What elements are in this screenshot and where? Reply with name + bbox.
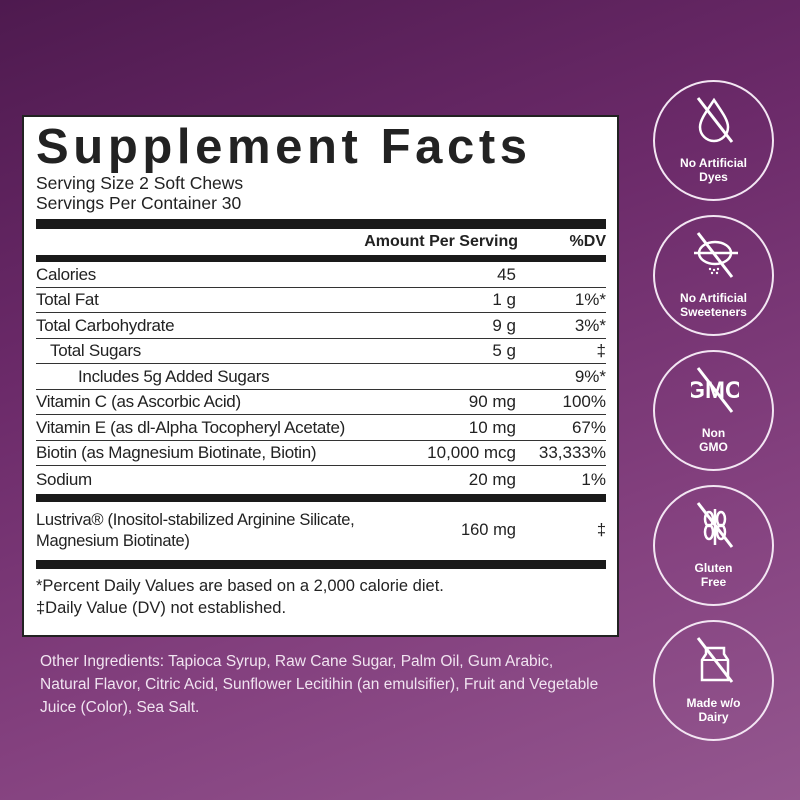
no-gmo-icon: GMO xyxy=(691,367,739,413)
nutrient-name: Vitamin E (as dl-Alpha Tocopheryl Acetat… xyxy=(36,417,345,437)
nutrient-rows: Calories 45 Total Fat 1 g 1%* Total Carbohydr… xyxy=(36,262,606,492)
badge-line1: No Artificial xyxy=(680,291,747,305)
badge-text: Gluten Free xyxy=(655,561,772,589)
nutrient-row: Total Carbohydrate 9 g 3%* xyxy=(36,313,606,339)
badge-no-wheat: Gluten Free xyxy=(653,485,774,606)
nutrient-amount: 160 mg xyxy=(460,521,516,539)
no-drop-icon xyxy=(696,97,734,143)
nutrient-name: Lustriva® (Inositol-stabilized Arginine … xyxy=(36,510,355,550)
dv-header: %DV xyxy=(569,233,606,250)
divider xyxy=(36,493,606,502)
badge-no-gmo: GMONonGMO xyxy=(653,350,774,471)
nutrient-dv: 3%* xyxy=(574,315,606,335)
badge-line1: Non xyxy=(701,426,726,440)
nutrient-dv: ‡ xyxy=(596,341,606,360)
footnote-not-established: ‡Daily Value (DV) not established. xyxy=(36,598,287,617)
no-milk-icon xyxy=(696,637,734,683)
nutrient-amount: 5 g xyxy=(492,341,516,360)
nutrient-name: Calories xyxy=(36,264,96,284)
divider xyxy=(36,255,606,262)
amount-header: Amount Per Serving xyxy=(364,233,518,250)
badge-no-drop: No Artificial Dyes xyxy=(653,80,774,201)
nutrient-row: Total Sugars 5 g ‡ xyxy=(36,339,606,364)
nutrient-amount: 9 g xyxy=(492,315,516,335)
nutrient-row: Calories 45 xyxy=(36,262,606,288)
badge-text: Non GMO xyxy=(655,426,772,454)
footnotes: *Percent Daily Values are based on a 2,0… xyxy=(36,575,606,619)
nutrient-dv: 1%* xyxy=(574,290,606,309)
badge-line1: Gluten xyxy=(694,561,733,575)
badge-line2: GMO xyxy=(699,440,728,454)
nutrient-name: Total Carbohydrate xyxy=(36,315,175,335)
nutrient-name: Biotin (as Magnesium Biotinate, Biotin) xyxy=(36,443,317,462)
other-ingredients: Other Ingredients: Tapioca Syrup, Raw Ca… xyxy=(40,653,599,716)
nutrient-name: Total Sugars xyxy=(50,341,141,360)
servings-per-container: Servings Per Container 30 xyxy=(36,193,242,213)
nutrient-dv: ‡ xyxy=(596,521,606,539)
nutrient-amount: 10 mg xyxy=(468,417,516,437)
nutrient-amount: 20 mg xyxy=(468,469,516,489)
nutrient-dv: 33,333% xyxy=(538,443,606,462)
badge-text: Made w/o Dairy xyxy=(655,696,772,724)
nutrient-dv: 100% xyxy=(562,392,606,411)
nutrient-row: Includes 5g Added Sugars 9%* xyxy=(36,364,606,390)
supplement-facts-label: Supplement Facts Serving Size 2 Soft Che… xyxy=(22,115,619,637)
nutrient-amount: 90 mg xyxy=(468,392,516,411)
badge-line1: Made w/o xyxy=(686,696,741,710)
nutrient-dv: 9%* xyxy=(574,366,606,386)
label-title: Supplement Facts xyxy=(36,120,532,174)
badge-line2: Dairy xyxy=(698,710,729,724)
badge-line2: Free xyxy=(700,575,727,589)
table-header: Amount Per Serving %DV xyxy=(36,229,606,255)
nutrient-amount: 1 g xyxy=(492,290,516,309)
badge-no-milk: Made w/o Dairy xyxy=(653,620,774,741)
badge-line2: Sweeteners xyxy=(680,305,747,319)
no-sweetener-icon xyxy=(694,232,738,278)
nutrient-name: Total Fat xyxy=(36,290,99,309)
nutrient-name: Sodium xyxy=(36,469,92,489)
badge-text: No Artificial Sweeteners xyxy=(655,291,772,319)
nutrient-amount: 45 xyxy=(497,264,516,284)
nutrient-name: Includes 5g Added Sugars xyxy=(78,366,270,386)
nutrient-row: Total Fat 1 g 1%* xyxy=(36,288,606,313)
proprietary-row: Lustriva® (Inositol-stabilized Arginine … xyxy=(36,502,606,560)
badge-text: No Artificial Dyes xyxy=(655,156,772,184)
no-wheat-icon xyxy=(696,502,734,548)
serving-size: Serving Size 2 Soft Chews xyxy=(36,173,244,193)
nutrient-row: Sodium 20 mg 1% xyxy=(36,466,606,492)
badge-line2: Dyes xyxy=(699,170,728,184)
footnote-dv: *Percent Daily Values are based on a 2,0… xyxy=(36,576,444,595)
nutrient-dv: 67% xyxy=(571,417,606,437)
nutrient-row: Vitamin E (as dl-Alpha Tocopheryl Acetat… xyxy=(36,415,606,441)
badge-line1: No Artificial xyxy=(680,156,747,170)
badge-no-sweetener: No Artificial Sweeteners xyxy=(653,215,774,336)
nutrient-amount: 10,000 mcg xyxy=(427,443,516,462)
nutrient-name: Vitamin C (as Ascorbic Acid) xyxy=(36,392,241,411)
nutrient-row: Biotin (as Magnesium Biotinate, Biotin) 1… xyxy=(36,441,606,466)
divider xyxy=(36,559,606,569)
divider xyxy=(36,219,606,229)
nutrient-row: Vitamin C (as Ascorbic Acid) 90 mg 100% xyxy=(36,390,606,415)
nutrient-dv: 1% xyxy=(581,469,606,489)
